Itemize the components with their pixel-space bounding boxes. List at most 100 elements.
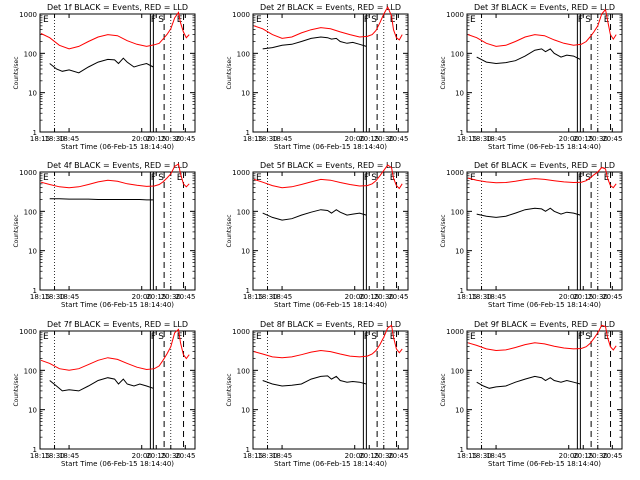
x-tick-label: 18:15 bbox=[243, 135, 263, 143]
x-axis-label: Start Time (06-Feb-15 18:14:40) bbox=[274, 143, 387, 151]
x-tick-label: 20:00 bbox=[132, 135, 152, 143]
x-tick-label: 20:45 bbox=[388, 293, 408, 301]
series-line-lld bbox=[253, 5, 403, 41]
x-tick-label: 20:30 bbox=[588, 135, 608, 143]
x-tick-label: 18:30 bbox=[44, 452, 64, 460]
panel-8: Det 8f BLACK = Events, RED = LLD 1 10 100 10… bbox=[226, 320, 409, 468]
series-line-events bbox=[476, 48, 581, 65]
flag-marker-E-left: E bbox=[256, 173, 262, 183]
plot-frame bbox=[252, 330, 409, 450]
flag-marker-S: S bbox=[158, 173, 164, 183]
x-tick-label: 20:15 bbox=[359, 293, 379, 301]
y-axis-label: Counts/sec bbox=[226, 373, 233, 406]
series-line-lld bbox=[40, 163, 190, 189]
x-tick-label: 20:15 bbox=[146, 135, 166, 143]
flag-marker-F: F bbox=[578, 15, 583, 25]
series-line-events bbox=[49, 198, 154, 201]
y-tick-label: 100 bbox=[451, 50, 464, 58]
x-tick-label: 20:45 bbox=[602, 293, 622, 301]
panel-title: Det 6f BLACK = Events, RED = LLD bbox=[474, 161, 615, 170]
flag-marker-F: F bbox=[364, 332, 369, 342]
x-tick-label: 20:00 bbox=[345, 135, 365, 143]
x-tick-label: 20:30 bbox=[588, 293, 608, 301]
plot-frame bbox=[39, 13, 196, 133]
panel-title: Det 3f BLACK = Events, RED = LLD bbox=[474, 3, 615, 12]
x-tick-label: 20:45 bbox=[602, 135, 622, 143]
y-axis-label: Counts/sec bbox=[13, 373, 20, 406]
series-line-events bbox=[49, 377, 154, 392]
flag-marker-F: F bbox=[578, 332, 583, 342]
y-axis-label: Counts/sec bbox=[13, 56, 20, 89]
x-tick-label: 20:15 bbox=[146, 293, 166, 301]
y-tick-label: 1000 bbox=[19, 328, 37, 336]
series-line-lld bbox=[467, 166, 617, 189]
x-tick-label: 18:15 bbox=[30, 293, 50, 301]
y-tick-label: 10 bbox=[241, 90, 250, 98]
x-tick-label: 18:45 bbox=[272, 452, 292, 460]
flag-marker-F: F bbox=[364, 15, 369, 25]
y-tick-label: 1 bbox=[246, 287, 250, 295]
y-tick-label: 1 bbox=[33, 129, 37, 137]
x-tick-label: 18:15 bbox=[457, 293, 477, 301]
y-tick-label: 1000 bbox=[446, 11, 464, 19]
panel-title: Det 9f BLACK = Events, RED = LLD bbox=[474, 320, 615, 329]
flag-marker-E: E bbox=[177, 173, 183, 183]
y-tick-label: 100 bbox=[24, 367, 37, 375]
flag-marker-S: S bbox=[585, 332, 591, 342]
panel-1: Det 1f BLACK = Events, RED = LLD 1 10 100 10… bbox=[13, 3, 196, 151]
x-tick-label: 18:45 bbox=[486, 452, 506, 460]
panel-6: Det 6f BLACK = Events, RED = LLD 1 10 100 10… bbox=[440, 161, 623, 309]
panel-3: Det 3f BLACK = Events, RED = LLD 1 10 100 10… bbox=[440, 3, 623, 151]
series-line-lld bbox=[253, 164, 403, 190]
y-tick-label: 1 bbox=[460, 287, 464, 295]
panel-title: Det 4f BLACK = Events, RED = LLD bbox=[47, 161, 188, 170]
y-tick-label: 1 bbox=[460, 129, 464, 137]
x-tick-label: 18:15 bbox=[30, 452, 50, 460]
x-tick-label: 20:30 bbox=[161, 452, 181, 460]
flag-marker-E: E bbox=[390, 15, 396, 25]
flag-marker-E-left: E bbox=[43, 332, 49, 342]
x-tick-label: 20:15 bbox=[359, 135, 379, 143]
x-tick-label: 18:30 bbox=[471, 135, 491, 143]
x-axis-label: Start Time (06-Feb-15 18:14:40) bbox=[61, 460, 174, 468]
plot-frame bbox=[252, 13, 409, 133]
y-axis-label: Counts/sec bbox=[13, 214, 20, 247]
x-tick-label: 18:45 bbox=[486, 293, 506, 301]
y-tick-label: 1 bbox=[33, 287, 37, 295]
flag-marker-E-left: E bbox=[470, 332, 476, 342]
flag-marker-E-left: E bbox=[256, 15, 262, 25]
x-tick-label: 20:30 bbox=[588, 452, 608, 460]
x-tick-label: 18:45 bbox=[59, 293, 79, 301]
y-tick-label: 10 bbox=[241, 248, 250, 256]
flag-marker-S: S bbox=[158, 15, 164, 25]
x-tick-label: 18:30 bbox=[44, 293, 64, 301]
y-tick-label: 100 bbox=[237, 367, 250, 375]
y-tick-label: 1 bbox=[246, 129, 250, 137]
flag-marker-S: S bbox=[585, 173, 591, 183]
series-line-lld bbox=[40, 328, 190, 371]
flag-marker-S: S bbox=[158, 332, 164, 342]
x-tick-label: 20:00 bbox=[345, 452, 365, 460]
x-tick-label: 18:45 bbox=[272, 293, 292, 301]
y-tick-label: 10 bbox=[28, 248, 37, 256]
flag-marker-S: S bbox=[585, 15, 591, 25]
x-axis-label: Start Time (06-Feb-15 18:14:40) bbox=[488, 460, 601, 468]
y-tick-label: 10 bbox=[455, 90, 464, 98]
plot-frame bbox=[39, 330, 196, 450]
y-tick-label: 1 bbox=[33, 446, 37, 454]
x-tick-label: 18:15 bbox=[30, 135, 50, 143]
y-axis-label: Counts/sec bbox=[226, 56, 233, 89]
series-line-events bbox=[262, 209, 367, 221]
series-line-events bbox=[49, 57, 154, 74]
x-tick-label: 18:30 bbox=[44, 135, 64, 143]
x-tick-label: 18:45 bbox=[59, 452, 79, 460]
y-tick-label: 1 bbox=[460, 446, 464, 454]
series-line-events bbox=[476, 375, 581, 389]
x-tick-label: 18:45 bbox=[59, 135, 79, 143]
x-tick-label: 18:30 bbox=[257, 452, 277, 460]
series-line-events bbox=[262, 36, 367, 50]
x-tick-label: 18:45 bbox=[272, 135, 292, 143]
plot-frame bbox=[252, 171, 409, 291]
plot-frame bbox=[39, 171, 196, 291]
